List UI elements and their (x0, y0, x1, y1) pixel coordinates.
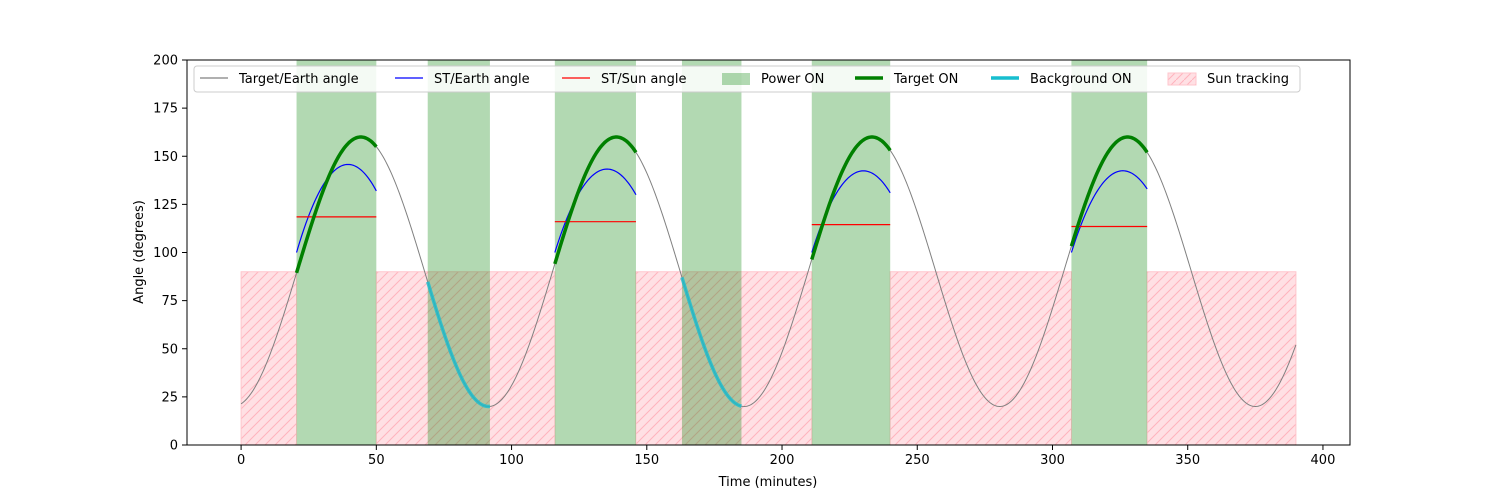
power-on-span-0 (296, 60, 377, 445)
power-on-span-1 (427, 60, 490, 445)
legend-label-st-sun-angle: ST/Sun angle (601, 72, 687, 87)
x-tick-label-4: 200 (770, 453, 795, 468)
y-axis-label: Angle (degrees) (132, 200, 147, 304)
y-tick-label-8: 200 (153, 54, 178, 69)
x-tick-label-3: 150 (634, 453, 659, 468)
sun-tracking-region-3 (889, 271, 1072, 445)
sun-tracking-region-4 (1146, 271, 1297, 445)
legend-swatch-power-on (722, 73, 750, 85)
x-axis-label: Time (minutes) (718, 475, 818, 490)
y-tick-label-2: 50 (161, 342, 178, 357)
y-tick-label-4: 100 (153, 246, 178, 261)
st-earth-angle-segment-0 (295, 163, 377, 253)
sun-tracking-region-2 (635, 271, 813, 445)
power-on-layer (296, 60, 1148, 445)
target-on-segment-3 (1069, 135, 1149, 247)
y-tick-label-1: 25 (161, 390, 178, 405)
x-tick-label-7: 350 (1175, 453, 1200, 468)
x-tick-label-6: 300 (1040, 453, 1065, 468)
legend-label-power-on: Power ON (761, 72, 824, 87)
legend-swatch-sun-tracking (1167, 72, 1197, 86)
x-tick-label-1: 50 (368, 453, 385, 468)
legend-label-target-earth-angle: Target/Earth angle (238, 72, 359, 87)
x-tick-label-2: 100 (499, 453, 524, 468)
power-on-span-2 (554, 60, 636, 445)
sun-tracking-layer (240, 271, 1297, 445)
legend-label-st-earth-angle: ST/Earth angle (434, 72, 530, 87)
power-on-span-4 (811, 60, 891, 445)
x-axis: 0 50 100 150 200 250 300 350 400 (237, 445, 1335, 468)
sun-tracking-region-1 (375, 271, 556, 445)
y-tick-label-5: 125 (153, 198, 178, 213)
legend-label-target-on: Target ON (893, 72, 958, 87)
background-on-segment-0 (426, 281, 491, 409)
target-on-segment-1 (553, 135, 638, 265)
target-on-segment-2 (810, 135, 892, 260)
lines-layer (240, 135, 1297, 409)
x-tick-label-8: 400 (1311, 453, 1336, 468)
x-tick-label-0: 0 (237, 453, 245, 468)
background-on-segment-1 (680, 276, 742, 408)
y-tick-label-0: 0 (170, 439, 178, 454)
legend: Target/Earth angle ST/Earth angle ST/Sun a… (193, 65, 1301, 93)
legend-label-sun-tracking: Sun tracking (1207, 72, 1289, 87)
power-on-span-3 (681, 60, 742, 445)
y-tick-label-7: 175 (153, 102, 178, 117)
y-tick-label-3: 75 (161, 294, 178, 309)
target-on-segment-0 (294, 135, 378, 274)
st-earth-angle-segment-3 (1070, 170, 1148, 253)
power-on-span-5 (1071, 60, 1148, 445)
x-tick-label-5: 250 (905, 453, 930, 468)
legend-box (193, 65, 1301, 93)
legend-label-background-on: Background ON (1030, 72, 1132, 87)
y-axis: 0 25 50 75 100 125 150 175 200 (153, 54, 187, 454)
y-tick-label-6: 150 (153, 150, 178, 165)
